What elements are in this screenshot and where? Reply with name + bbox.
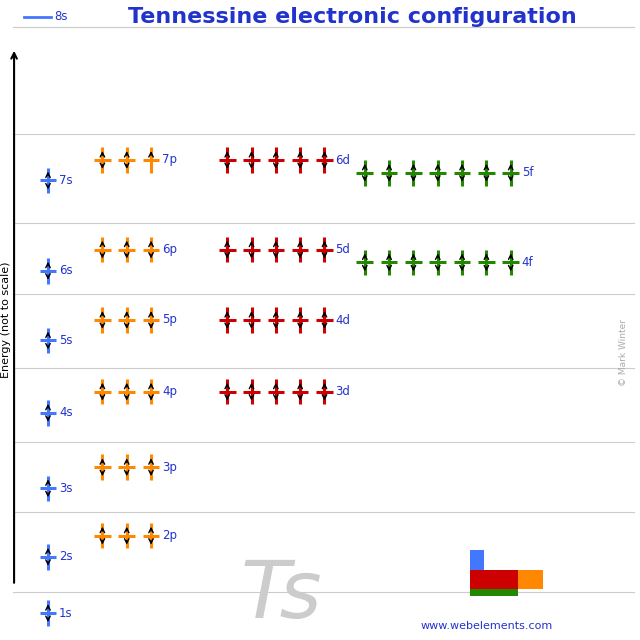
Text: Ts: Ts bbox=[241, 557, 323, 636]
Bar bbox=[470, 550, 484, 570]
Text: 5s: 5s bbox=[59, 334, 72, 347]
Text: 2p: 2p bbox=[162, 529, 177, 542]
Bar bbox=[470, 570, 518, 589]
Text: 6p: 6p bbox=[162, 243, 177, 256]
Text: 4d: 4d bbox=[335, 314, 351, 326]
Text: 5d: 5d bbox=[335, 243, 350, 256]
Text: 5p: 5p bbox=[162, 314, 177, 326]
Text: 7p: 7p bbox=[162, 154, 177, 166]
Bar bbox=[470, 589, 518, 596]
Text: 6s: 6s bbox=[59, 264, 72, 277]
Text: www.webelements.com: www.webelements.com bbox=[420, 621, 552, 631]
Text: 8s: 8s bbox=[54, 10, 68, 23]
Text: 1s: 1s bbox=[59, 607, 72, 620]
Text: 4s: 4s bbox=[59, 406, 72, 419]
Text: © Mark Winter: © Mark Winter bbox=[620, 319, 628, 385]
Text: 3s: 3s bbox=[59, 482, 72, 495]
Text: 3d: 3d bbox=[335, 385, 350, 398]
Text: 4p: 4p bbox=[162, 385, 177, 398]
Text: 6d: 6d bbox=[335, 154, 351, 166]
Text: 5f: 5f bbox=[522, 166, 533, 179]
Text: Tennessine electronic configuration: Tennessine electronic configuration bbox=[127, 6, 577, 27]
Text: 3p: 3p bbox=[162, 461, 177, 474]
Bar bbox=[518, 570, 543, 589]
Text: 2s: 2s bbox=[59, 550, 72, 563]
Text: 7s: 7s bbox=[59, 174, 72, 187]
Text: 4f: 4f bbox=[522, 256, 533, 269]
Text: Energy (not to scale): Energy (not to scale) bbox=[1, 262, 12, 378]
